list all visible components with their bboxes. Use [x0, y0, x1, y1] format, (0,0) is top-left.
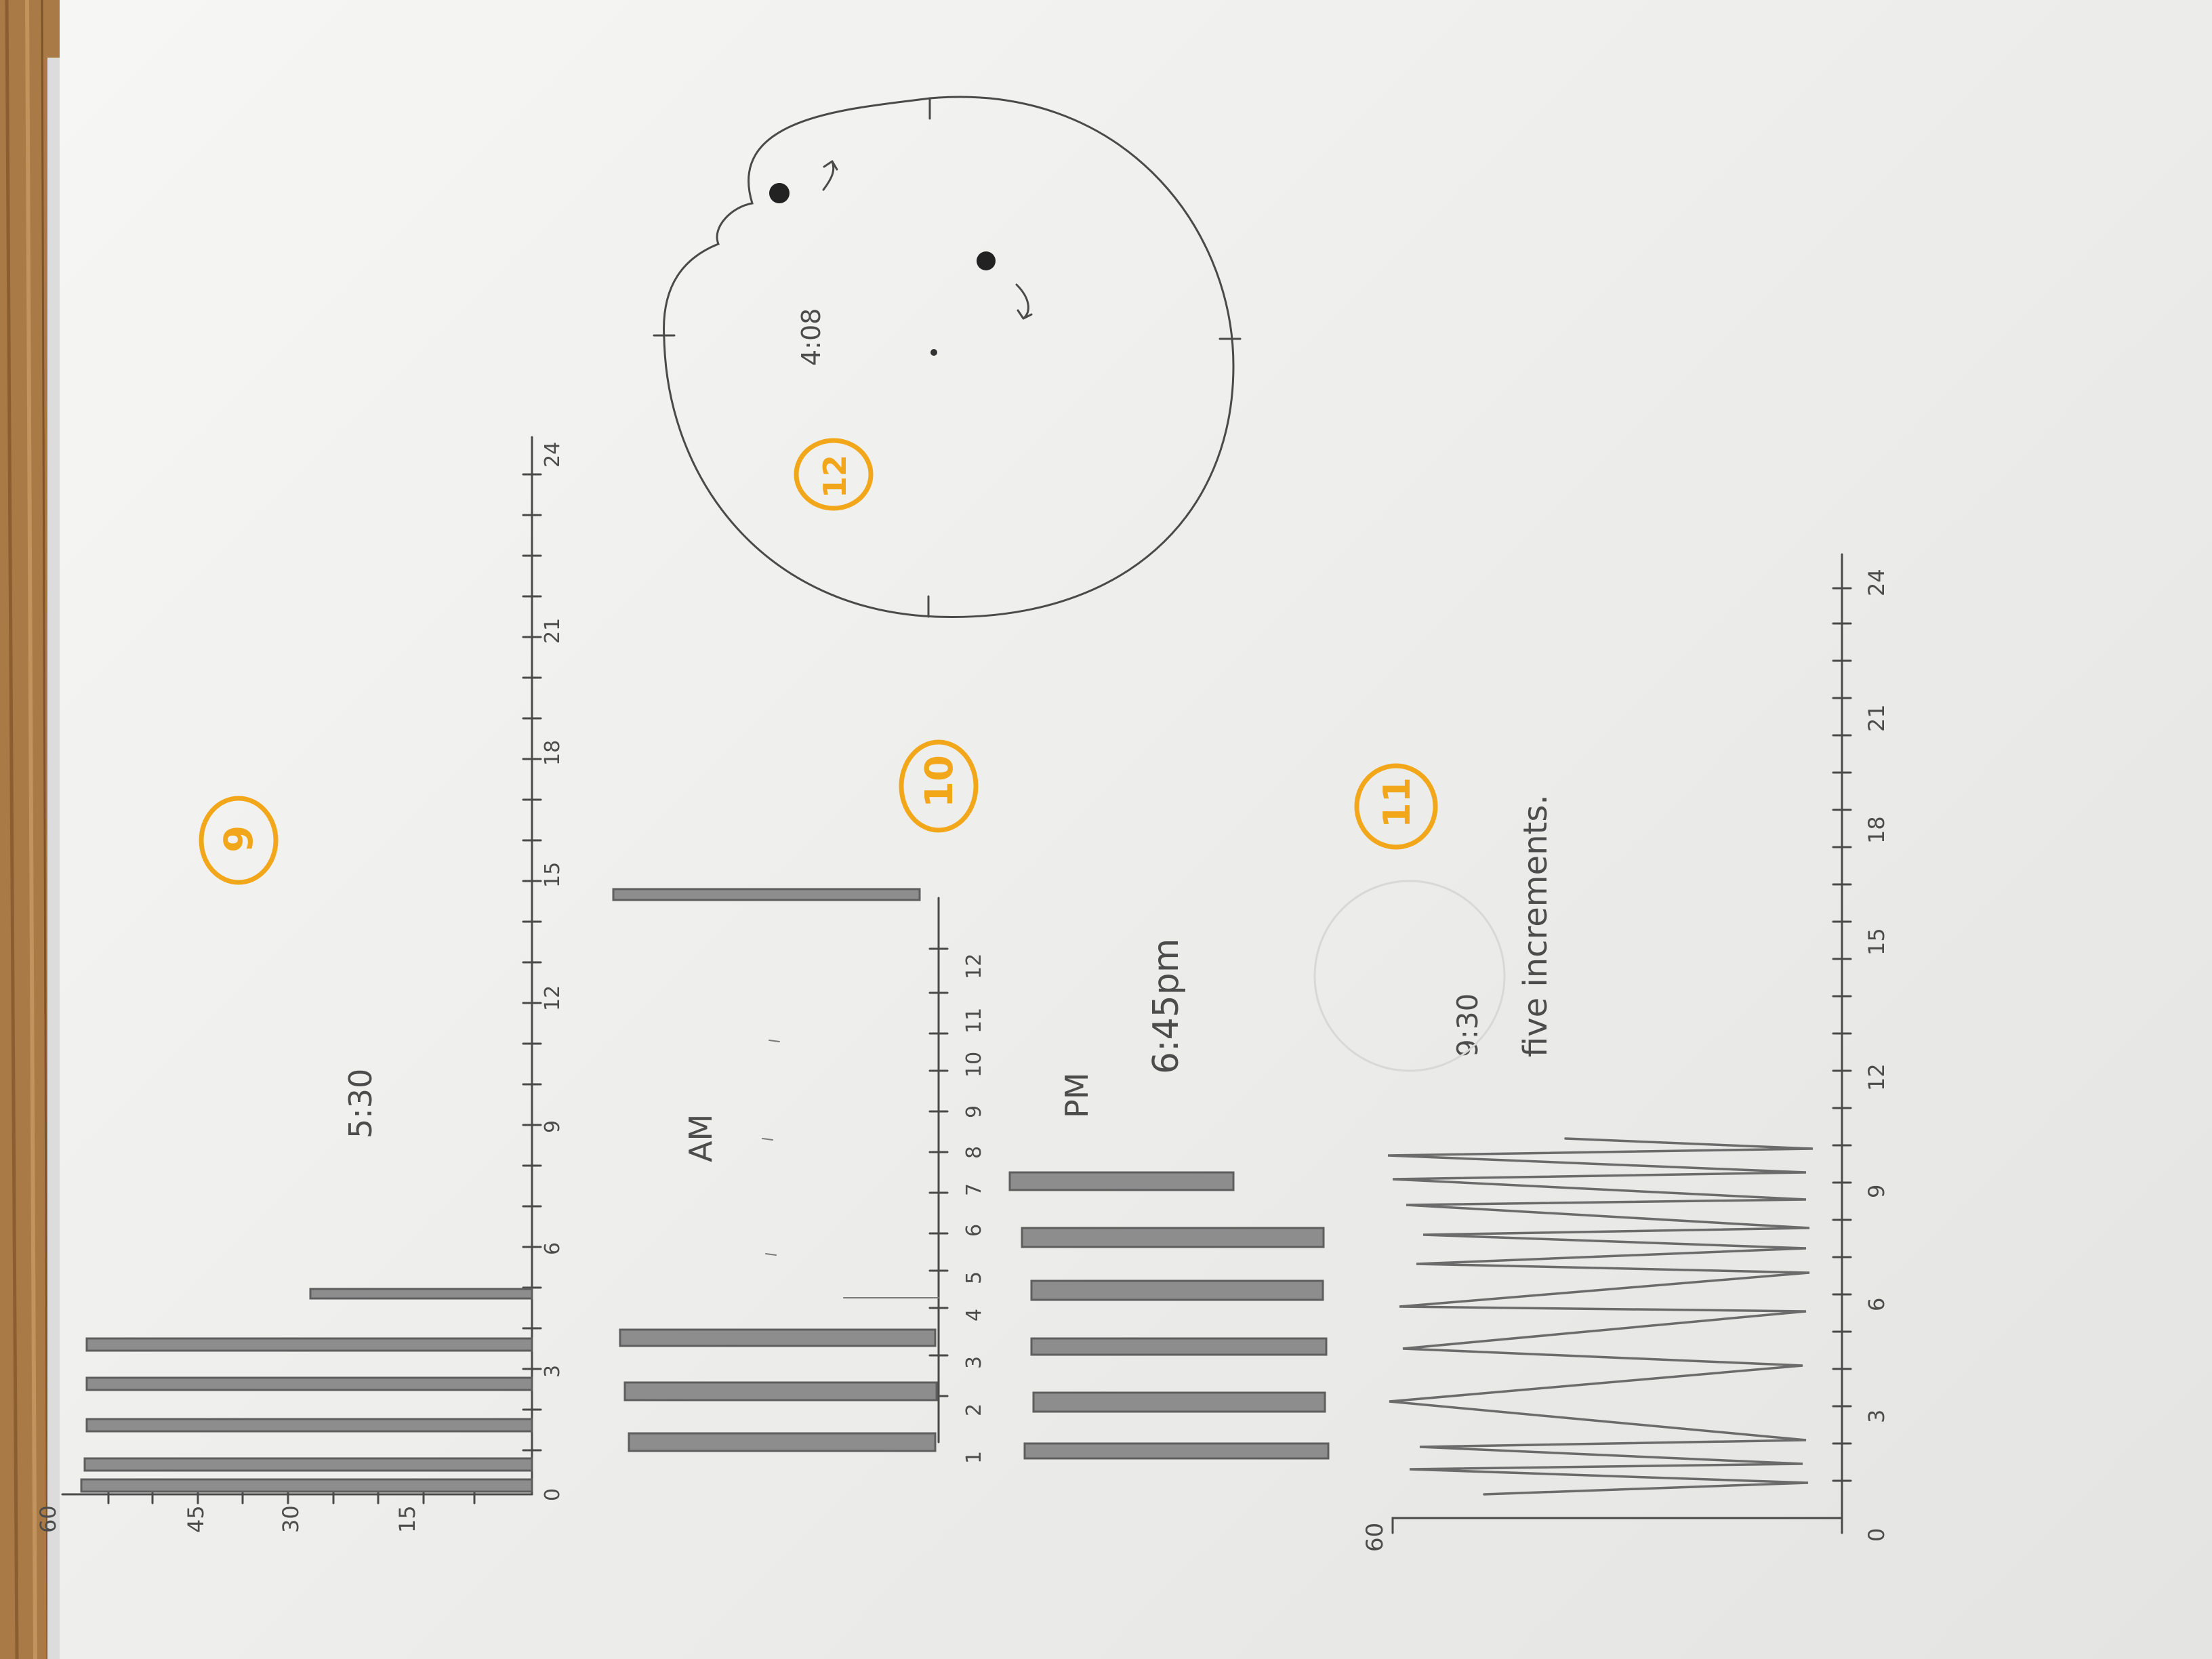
- problem-10-pm-bar: [1010, 1172, 1233, 1190]
- problem-11-y-label-60: 60: [1361, 1523, 1389, 1552]
- problem-11-y-axis: [1393, 1518, 1842, 1533]
- problem-10-graph: 1 2 3 4 5 6 7 8 9 10 11 12 AM PM 6:45pm …: [613, 742, 1328, 1464]
- problem-10-hour-label: 11: [962, 1008, 986, 1033]
- problem-10-am-bar: [620, 1330, 935, 1346]
- problem-12-clock: 4:08 12: [654, 97, 1240, 617]
- problem-9-number: 9: [216, 825, 262, 853]
- problem-11-x-label-18: 18: [1864, 816, 1889, 844]
- problem-11-note: five increments.: [1517, 794, 1555, 1057]
- problem-11-x-label-12: 12: [1864, 1063, 1889, 1091]
- problem-9-note: 5:30: [342, 1069, 379, 1139]
- problem-10-am-bar: [625, 1382, 937, 1400]
- problem-10-hour-label: 8: [962, 1146, 986, 1159]
- arrow-icon: [1017, 285, 1031, 319]
- problem-12-clock-face: [664, 97, 1233, 617]
- problem-9-x-label-0: 0: [541, 1488, 565, 1501]
- problem-10-pm-bar: [1022, 1228, 1324, 1247]
- problem-10-am-label: AM: [682, 1114, 719, 1162]
- problem-12-minute-hand-dot: [977, 251, 996, 270]
- problem-9-graph: 60 45 30 15 0 3 6 9 12 15 18 21 24 5:30 …: [35, 437, 565, 1533]
- problem-9-x-label-21: 21: [541, 618, 565, 644]
- problem-12-center-dot: [930, 349, 937, 356]
- problem-9-x-label-24: 24: [541, 442, 565, 468]
- problem-9-x-label-12: 12: [541, 985, 565, 1011]
- problem-9-bar: [81, 1479, 532, 1492]
- problem-10-am-bar: [613, 889, 920, 900]
- problem-10-hour-label: 12: [962, 954, 986, 979]
- problem-10-hour-label: 1: [962, 1451, 986, 1464]
- problem-9-y-label-15: 15: [394, 1505, 420, 1533]
- problem-9-y-label-60: 60: [35, 1505, 61, 1533]
- problem-10-time: 6:45pm: [1146, 939, 1187, 1074]
- problem-10-hour-label: 2: [962, 1404, 986, 1416]
- problem-10-hour-label: 7: [962, 1183, 986, 1196]
- problem-10-hour-label: 4: [962, 1309, 986, 1322]
- problem-9-x-label-3: 3: [541, 1365, 565, 1378]
- problem-10-pm-label: PM: [1059, 1073, 1095, 1118]
- problem-11-zigzag-line: [1388, 1139, 1813, 1494]
- problem-11-time: 9:30: [1451, 994, 1484, 1057]
- problem-11-number: 11: [1376, 777, 1418, 828]
- problem-10-pm-bar: [1025, 1443, 1328, 1458]
- problem-11-x-label-3: 3: [1864, 1410, 1889, 1423]
- problem-10-pm-bar: [1031, 1281, 1323, 1300]
- problem-9-bar: [87, 1419, 532, 1431]
- problem-10-hour-label: 10: [962, 1052, 986, 1078]
- problem-9-bar: [85, 1458, 532, 1471]
- problem-9-bar: [310, 1289, 532, 1298]
- problem-12-hour-hand-dot: [769, 183, 790, 203]
- problem-9-bar: [87, 1378, 532, 1390]
- problem-11-x-label-0: 0: [1864, 1528, 1889, 1542]
- problem-11-x-label-15: 15: [1864, 928, 1889, 956]
- problem-10-pm-bar: [1031, 1338, 1326, 1355]
- problem-12-number: 12: [817, 455, 853, 498]
- problem-9-bar: [87, 1338, 532, 1351]
- problem-12-time: 4:08: [796, 308, 826, 366]
- problem-9-x-label-18: 18: [541, 740, 565, 766]
- problem-9-y-label-45: 45: [183, 1505, 209, 1533]
- problem-10-hour-label: 6: [962, 1224, 986, 1237]
- problem-11-x-label-21: 21: [1864, 704, 1889, 732]
- arrow-icon: [823, 161, 837, 190]
- problem-10-am-bar: [629, 1433, 935, 1451]
- problem-9-x-label-6: 6: [541, 1242, 565, 1255]
- problem-10-pm-bar: [1033, 1393, 1325, 1412]
- problem-11-x-label-24: 24: [1864, 569, 1889, 596]
- problem-9-x-label-15: 15: [541, 862, 565, 888]
- problem-10-hour-label: 3: [962, 1356, 986, 1369]
- problem-11-graph: 60 0 3 6 9 12 15 18 21 24 9:30 five incr…: [1315, 554, 1889, 1552]
- problem-10-hour-label: 5: [962, 1271, 986, 1284]
- problem-9-y-label-30: 30: [278, 1505, 304, 1533]
- problem-11-x-label-9: 9: [1864, 1185, 1889, 1198]
- problem-9-x-label-9: 9: [541, 1120, 565, 1133]
- problem-10-number: 10: [918, 755, 962, 808]
- problem-11-x-label-6: 6: [1864, 1298, 1889, 1311]
- problem-10-hour-label: 9: [962, 1105, 986, 1118]
